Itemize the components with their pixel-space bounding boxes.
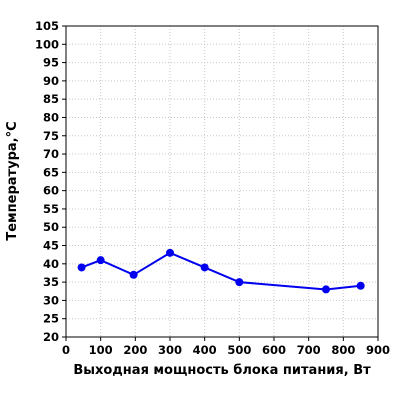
data-point <box>356 281 365 290</box>
y-tick-label: 50 <box>43 220 59 234</box>
x-tick-label: 700 <box>297 343 321 357</box>
x-tick-label: 600 <box>262 343 286 357</box>
plot-frame <box>65 25 379 338</box>
data-point <box>235 278 244 287</box>
y-tick-label: 65 <box>43 165 59 179</box>
x-tick-label: 400 <box>193 343 217 357</box>
x-tick-label: 200 <box>123 343 147 357</box>
y-tick-label: 55 <box>43 202 59 216</box>
y-tick-label: 95 <box>43 56 59 70</box>
y-tick-label: 100 <box>35 37 59 51</box>
y-tick-label: 80 <box>43 110 59 124</box>
y-tick-label: 70 <box>43 147 59 161</box>
x-tick-label: 100 <box>89 343 113 357</box>
y-tick-label: 90 <box>43 74 59 88</box>
y-tick-label: 20 <box>43 330 59 344</box>
y-tick-label: 30 <box>43 293 59 307</box>
x-axis-ticks: 0 100 200 300 400 500 600 700 800 900 <box>62 337 390 357</box>
x-tick-label: 0 <box>62 343 70 357</box>
series <box>77 248 365 294</box>
y-tick-label: 85 <box>43 92 59 106</box>
data-point <box>322 285 330 294</box>
x-tick-label: 800 <box>331 343 355 357</box>
data-point <box>77 263 86 272</box>
data-point <box>96 256 105 265</box>
grid <box>66 26 378 337</box>
x-axis-title: Выходная мощность блока питания, Вт <box>73 363 371 378</box>
y-tick-label: 25 <box>43 312 59 326</box>
y-tick-label: 40 <box>43 257 59 271</box>
x-tick-label: 900 <box>366 343 390 357</box>
y-tick-label: 60 <box>43 184 59 198</box>
y-tick-label: 35 <box>43 275 59 289</box>
y-tick-label: 45 <box>43 239 59 253</box>
data-point <box>166 248 174 257</box>
x-tick-label: 500 <box>227 343 251 357</box>
y-tick-label: 105 <box>35 19 59 33</box>
data-point <box>129 270 138 279</box>
y-axis-ticks: 20 25 30 35 40 45 50 55 60 65 70 75 80 85 90 95 100 105 <box>35 19 66 344</box>
series-line <box>81 251 361 291</box>
x-tick-label: 300 <box>158 343 182 357</box>
data-point <box>200 263 209 272</box>
y-tick-label: 75 <box>43 129 59 143</box>
y-axis-title: Температура,°C <box>5 121 20 240</box>
